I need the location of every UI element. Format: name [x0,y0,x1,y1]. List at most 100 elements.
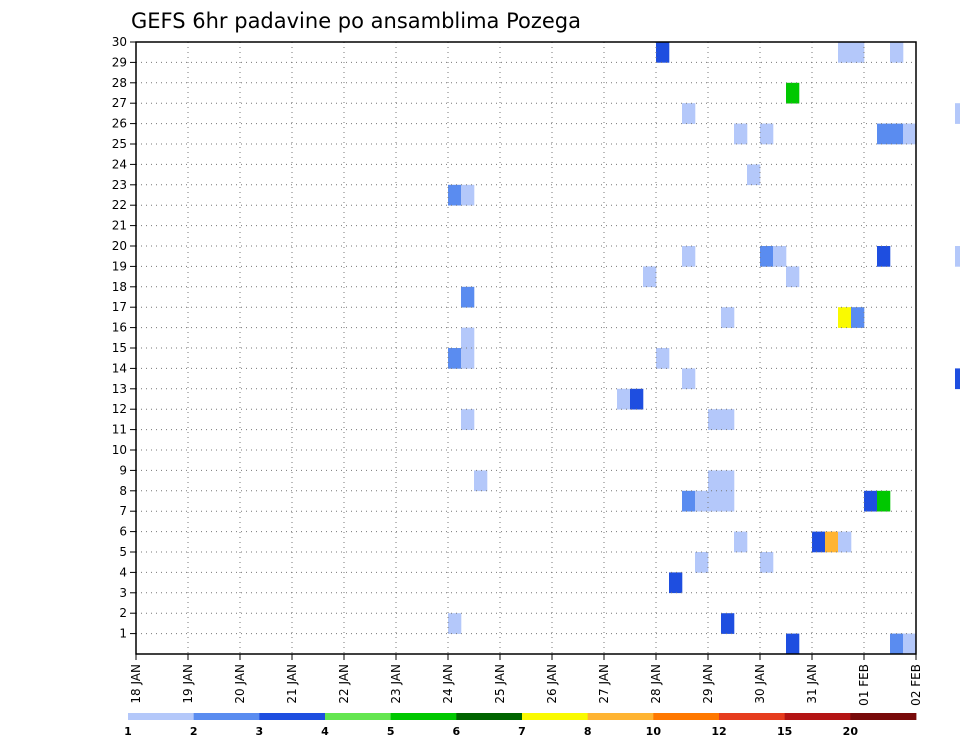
y-tick-label: 26 [112,117,127,131]
y-tick-label: 29 [112,55,127,69]
colorbar-label: 15 [777,725,792,738]
precip-cell [877,490,891,512]
precip-cell [461,327,475,349]
y-tick-label: 28 [112,76,127,90]
precip-cell [747,164,761,186]
colorbar-label: 10 [646,725,662,738]
y-tick-label: 15 [112,341,127,355]
precip-cell [708,490,722,512]
precip-cell [903,633,917,655]
precip-cell [721,470,735,492]
colorbar-swatch [522,713,589,720]
precip-cell [630,388,644,410]
y-tick-label: 13 [112,382,127,396]
precip-cell [786,82,800,104]
x-tick-label: 22 JAN [337,664,351,704]
colorbar-swatch [325,713,392,720]
precip-cell [812,531,826,553]
precip-cell [448,348,462,369]
x-tick-label: 01 FEB [857,664,871,706]
precip-cell [955,103,960,124]
y-tick-label: 8 [119,484,127,498]
colorbar-swatch [390,713,457,720]
colorbar-label: 6 [453,725,461,738]
precip-cell [682,490,696,512]
precip-cell [786,633,800,655]
colorbar-swatch [128,713,195,720]
precip-cell [695,490,709,512]
precip-cell [838,42,852,63]
y-tick-label: 5 [119,545,127,559]
precip-cell [955,368,960,390]
x-tick-label: 24 JAN [441,664,455,704]
colorbar: 1 2 3 4 5 6 7 8 10 12 15 20 [124,713,917,738]
y-tick-label: 18 [112,280,127,294]
precip-cell [877,123,891,145]
precip-cell [890,633,904,655]
precip-cell [708,409,722,430]
precip-cell [734,531,748,553]
precip-cell [890,123,904,145]
colorbar-swatch [850,713,917,720]
precip-cell [708,470,722,492]
y-tick-label: 3 [119,586,127,600]
colorbar-label: 7 [518,725,526,738]
precip-cell [461,184,475,206]
precip-cell [669,572,683,594]
colorbar-swatch [456,713,523,720]
y-tick-label: 27 [112,96,127,110]
colorbar-label: 8 [584,725,592,738]
chart-title: GEFS 6hr padavine po ansamblima Pozega [131,9,581,33]
colorbar-label: 3 [256,725,264,738]
precip-cell [448,184,462,206]
precip-cell [695,552,709,573]
y-tick-label: 25 [112,137,127,151]
x-tick-label: 31 JAN [805,664,819,704]
precip-cell [721,490,735,512]
precip-cell [461,348,475,369]
precip-cell [786,266,800,288]
x-tick-label: 23 JAN [389,664,403,704]
precipitation-cells [448,42,960,655]
precip-cell [760,246,774,267]
precip-cell [851,307,865,328]
colorbar-swatch [259,713,326,720]
y-tick-label: 22 [112,198,127,212]
precip-cell [682,246,696,267]
colorbar-swatch [653,713,720,720]
precip-cell [825,531,839,553]
y-tick-label: 30 [112,35,127,49]
precip-cell [903,123,917,145]
precip-cell [617,388,631,410]
precip-cell [734,123,748,145]
x-tick-label: 20 JAN [233,664,247,704]
precip-cell [760,552,774,573]
precip-cell [448,613,462,634]
precip-cell [682,368,696,390]
colorbar-label: 5 [387,725,395,738]
x-tick-label: 18 JAN [129,664,143,704]
colorbar-label: 12 [711,725,726,738]
precip-cell [721,409,735,430]
y-tick-label: 19 [112,259,127,273]
y-tick-label: 20 [112,239,127,253]
x-tick-label: 25 JAN [493,664,507,704]
colorbar-swatch [784,713,851,720]
y-tick-label: 21 [112,219,127,233]
x-tick-label: 29 JAN [701,664,715,704]
y-tick-label: 16 [112,321,127,335]
precip-cell [474,470,488,492]
x-tick-label: 19 JAN [181,664,195,704]
precip-cell [851,42,865,63]
precip-cell [721,613,735,634]
y-tick-label: 2 [119,606,127,620]
precip-cell [461,409,475,430]
y-tick-label: 14 [112,361,127,375]
colorbar-label: 4 [321,725,329,738]
precip-cell [890,42,904,63]
y-tick-label: 17 [112,300,127,314]
y-tick-label: 6 [119,525,127,539]
precip-cell [461,286,475,308]
colorbar-label: 20 [843,725,859,738]
